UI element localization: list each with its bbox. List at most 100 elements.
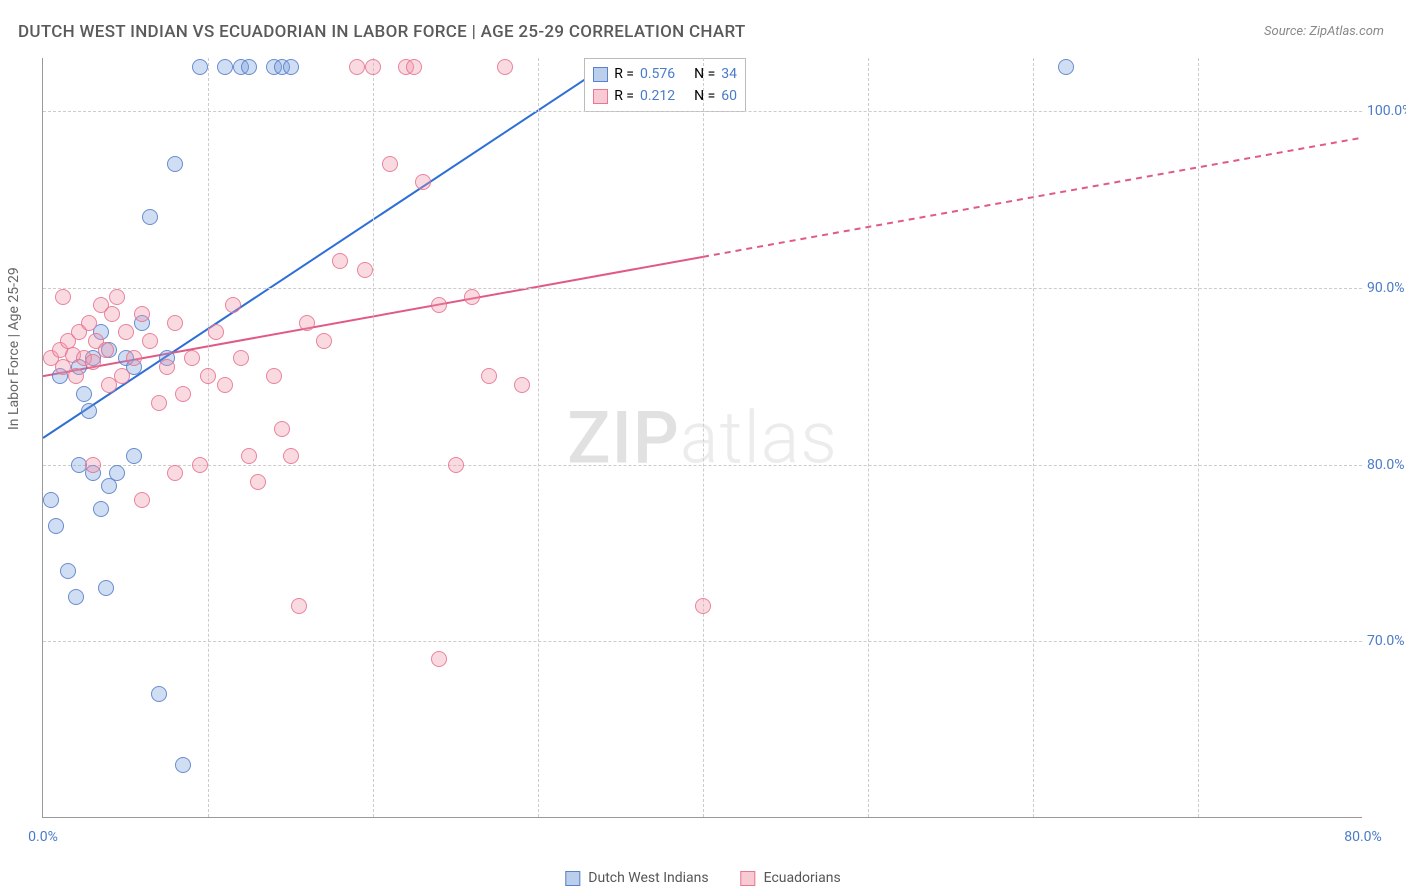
scatter-point-ecuadorian [104, 306, 120, 322]
stat-n-label: N = [694, 85, 715, 107]
scatter-point-ecuadorian [274, 421, 290, 437]
stat-n-label: N = [694, 63, 715, 85]
scatter-point-dutch [98, 580, 114, 596]
scatter-point-dutch [217, 59, 233, 75]
scatter-point-ecuadorian [109, 289, 125, 305]
scatter-point-ecuadorian [225, 297, 241, 313]
scatter-point-dutch [151, 686, 167, 702]
scatter-point-dutch [167, 156, 183, 172]
scatter-point-ecuadorian [448, 457, 464, 473]
scatter-point-ecuadorian [283, 448, 299, 464]
scatter-point-ecuadorian [497, 59, 513, 75]
scatter-point-dutch [142, 209, 158, 225]
scatter-point-ecuadorian [192, 457, 208, 473]
stat-r-label: R = [614, 63, 634, 85]
scatter-point-dutch [126, 448, 142, 464]
scatter-point-ecuadorian [85, 457, 101, 473]
gridline-vertical [703, 58, 704, 817]
scatter-point-dutch [192, 59, 208, 75]
scatter-point-dutch [109, 465, 125, 481]
scatter-point-ecuadorian [349, 59, 365, 75]
scatter-point-ecuadorian [167, 315, 183, 331]
legend-swatch [741, 871, 756, 886]
scatter-point-ecuadorian [365, 59, 381, 75]
scatter-point-ecuadorian [134, 492, 150, 508]
scatter-point-ecuadorian [184, 350, 200, 366]
source-attribution: Source: ZipAtlas.com [1264, 24, 1384, 39]
scatter-point-ecuadorian [291, 598, 307, 614]
scatter-point-ecuadorian [406, 59, 422, 75]
correlation-stats-box: R = 0.576 N = 34R = 0.212 N = 60 [584, 58, 746, 112]
scatter-point-ecuadorian [151, 395, 167, 411]
legend-label: Ecuadorians [764, 870, 841, 886]
scatter-point-ecuadorian [55, 289, 71, 305]
scatter-point-dutch [175, 757, 191, 773]
y-tick-label: 70.0% [1367, 633, 1406, 649]
scatter-point-dutch [93, 501, 109, 517]
stats-row-ecuadorian: R = 0.212 N = 60 [593, 85, 737, 107]
gridline-vertical [1198, 58, 1199, 817]
legend-swatch [565, 871, 580, 886]
y-tick-label: 100.0% [1367, 103, 1406, 119]
scatter-point-ecuadorian [159, 359, 175, 375]
scatter-point-ecuadorian [695, 598, 711, 614]
scatter-point-ecuadorian [481, 368, 497, 384]
scatter-point-ecuadorian [316, 333, 332, 349]
scatter-point-dutch [60, 563, 76, 579]
stat-r-value: 0.212 [640, 85, 675, 107]
scatter-point-ecuadorian [167, 465, 183, 481]
x-tick-label: 80.0% [1344, 829, 1382, 845]
scatter-point-ecuadorian [114, 368, 130, 384]
legend-label: Dutch West Indians [588, 870, 708, 886]
scatter-point-dutch [241, 59, 257, 75]
scatter-point-ecuadorian [81, 315, 97, 331]
scatter-point-dutch [76, 386, 92, 402]
scatter-point-ecuadorian [266, 368, 282, 384]
scatter-point-dutch [48, 518, 64, 534]
gridline-vertical [208, 58, 209, 817]
scatter-point-ecuadorian [208, 324, 224, 340]
swatch-dutch [593, 67, 608, 82]
chart-container: DUTCH WEST INDIAN VS ECUADORIAN IN LABOR… [0, 0, 1406, 892]
stats-row-dutch: R = 0.576 N = 34 [593, 63, 737, 85]
y-tick-label: 90.0% [1367, 280, 1406, 296]
scatter-point-ecuadorian [134, 306, 150, 322]
scatter-point-ecuadorian [126, 350, 142, 366]
scatter-point-ecuadorian [68, 368, 84, 384]
scatter-point-ecuadorian [175, 386, 191, 402]
scatter-point-ecuadorian [415, 174, 431, 190]
scatter-point-ecuadorian [299, 315, 315, 331]
gridline-vertical [538, 58, 539, 817]
scatter-point-ecuadorian [464, 289, 480, 305]
y-axis-label: In Labor Force | Age 25-29 [6, 267, 22, 430]
scatter-point-ecuadorian [118, 324, 134, 340]
scatter-point-ecuadorian [217, 377, 233, 393]
stat-r-value: 0.576 [640, 63, 675, 85]
y-tick-label: 80.0% [1367, 457, 1406, 473]
scatter-point-dutch [68, 589, 84, 605]
chart-title: DUTCH WEST INDIAN VS ECUADORIAN IN LABOR… [18, 22, 746, 42]
scatter-point-ecuadorian [357, 262, 373, 278]
scatter-point-ecuadorian [98, 342, 114, 358]
scatter-point-ecuadorian [431, 297, 447, 313]
gridline-vertical [868, 58, 869, 817]
scatter-point-ecuadorian [332, 253, 348, 269]
swatch-ecuadorian [593, 89, 608, 104]
scatter-point-ecuadorian [142, 333, 158, 349]
plot-area: ZIPatlas R = 0.576 N = 34R = 0.212 N = 6… [42, 58, 1362, 818]
scatter-point-ecuadorian [514, 377, 530, 393]
scatter-point-ecuadorian [241, 448, 257, 464]
stat-n-value: 60 [721, 85, 737, 107]
legend-item: Ecuadorians [741, 870, 841, 886]
scatter-point-dutch [283, 59, 299, 75]
scatter-point-ecuadorian [233, 350, 249, 366]
scatter-point-dutch [1058, 59, 1074, 75]
gridline-vertical [373, 58, 374, 817]
legend-item: Dutch West Indians [565, 870, 708, 886]
watermark-bold: ZIP [567, 395, 680, 480]
scatter-point-ecuadorian [431, 651, 447, 667]
series-legend: Dutch West Indians Ecuadorians [565, 870, 840, 886]
gridline-vertical [1033, 58, 1034, 817]
scatter-point-dutch [43, 492, 59, 508]
scatter-point-ecuadorian [250, 474, 266, 490]
